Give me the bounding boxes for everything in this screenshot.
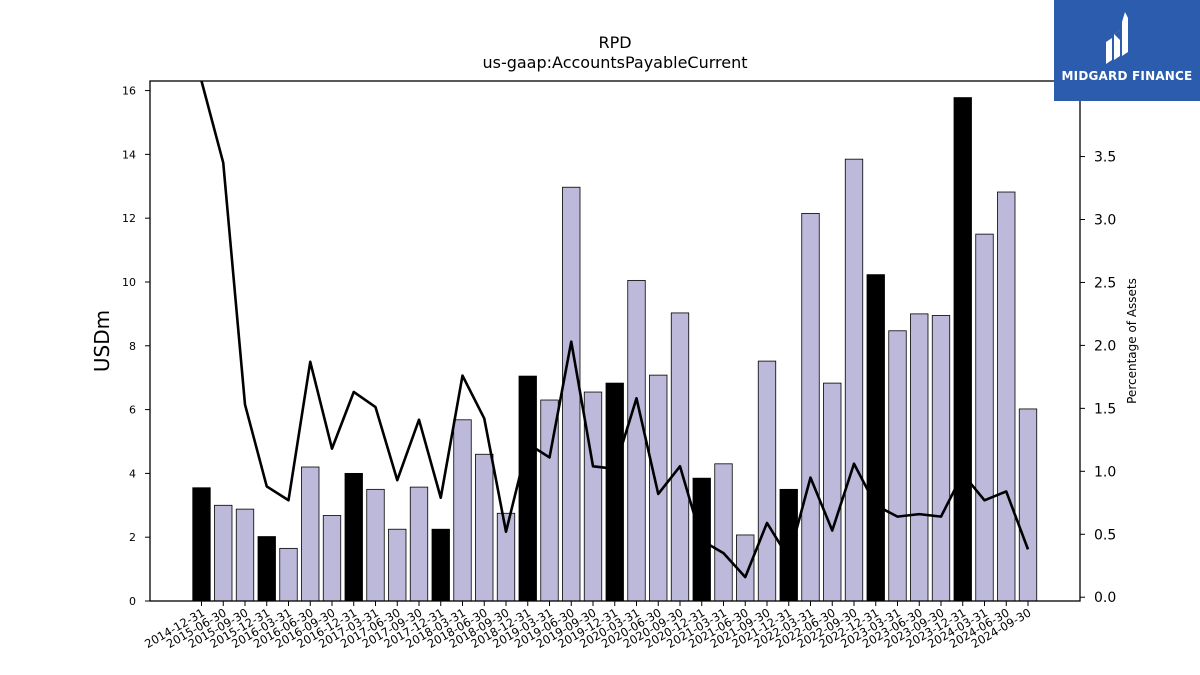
y2-tick-label: 0.0 xyxy=(1094,590,1116,606)
bar-2016-03-31 xyxy=(279,547,298,602)
bar-2014-12-31 xyxy=(192,487,211,602)
y-tick-label: 4 xyxy=(129,467,136,480)
bar-2022-09-30 xyxy=(844,158,864,602)
bar-2015-06-30 xyxy=(214,504,233,602)
bar-2016-06-30 xyxy=(301,466,320,602)
bar-2021-09-30 xyxy=(757,360,777,602)
bar-2024-09-30 xyxy=(1018,408,1038,602)
y2-tick-label: 2.0 xyxy=(1094,338,1116,354)
y-tick-label: 14 xyxy=(122,148,136,161)
logo-text: MIDGARD FINANCE xyxy=(1061,69,1193,83)
y2-tick-label: 3.0 xyxy=(1094,212,1116,228)
percentage-line xyxy=(200,80,1030,579)
chart-subtitle: us-gaap:AccountsPayableCurrent xyxy=(482,53,747,72)
y-axis-ticks: 0 2 4 6 8 10 12 14 16 xyxy=(122,85,150,608)
bar-2015-12-31 xyxy=(257,536,276,602)
bar-2021-03-31 xyxy=(714,463,733,602)
bar-2020-03-31 xyxy=(627,279,646,602)
bar-2019-06-30 xyxy=(562,186,581,602)
bar-2021-12-31 xyxy=(779,488,798,602)
y2-tick-label: 1.5 xyxy=(1094,401,1116,417)
chart-title: RPD xyxy=(598,33,631,52)
y2-tick-label: 2.5 xyxy=(1094,275,1116,291)
bar-2017-06-30 xyxy=(388,528,407,602)
y-tick-label: 10 xyxy=(122,276,136,289)
bar-2017-12-31 xyxy=(431,528,450,602)
y-tick-label: 0 xyxy=(129,595,136,608)
bar-2017-03-31 xyxy=(366,488,385,602)
y-tick-label: 12 xyxy=(122,212,136,225)
y-axis-label: USDm xyxy=(90,310,114,372)
bar-2018-06-30 xyxy=(475,453,494,602)
bar-2022-06-30 xyxy=(823,382,842,602)
y-tick-label: 6 xyxy=(129,404,136,417)
bar-2018-03-31 xyxy=(453,419,472,602)
logo-mark-icon xyxy=(1106,12,1128,64)
bar-2016-09-30 xyxy=(322,515,342,602)
bar-2019-12-31 xyxy=(605,382,624,602)
y2-axis-ticks: 0.0 0.5 1.0 1.5 2.0 2.5 3.0 3.5 xyxy=(1080,150,1116,606)
bar-2023-12-31 xyxy=(953,97,972,602)
y2-tick-label: 0.5 xyxy=(1094,527,1116,543)
line-series xyxy=(200,80,1030,579)
bar-2017-09-30 xyxy=(409,486,429,602)
bar-2018-12-31 xyxy=(518,375,537,602)
bar-2020-09-30 xyxy=(670,312,690,602)
bar-2022-12-31 xyxy=(866,274,885,602)
bar-series xyxy=(192,97,1038,602)
bar-2015-09-30 xyxy=(235,508,255,602)
bar-2023-03-31 xyxy=(888,330,907,602)
bar-2016-12-31 xyxy=(344,472,363,602)
bar-2024-06-30 xyxy=(997,191,1016,602)
y2-axis-label: Percentage of Assets xyxy=(1125,278,1139,404)
y-tick-label: 2 xyxy=(129,531,136,544)
bar-2022-03-31 xyxy=(801,212,820,602)
bar-2021-06-30 xyxy=(736,534,755,602)
bar-2019-09-30 xyxy=(583,391,603,602)
bar-2024-03-31 xyxy=(975,233,994,602)
bar-2023-09-30 xyxy=(931,315,951,602)
x-axis-ticks: 2014-12-312015-06-302015-09-302015-12-31… xyxy=(142,601,1034,651)
y2-tick-label: 1.0 xyxy=(1094,464,1116,480)
y-tick-label: 16 xyxy=(122,85,136,98)
y2-tick-label: 3.5 xyxy=(1094,150,1116,166)
brand-logo: MIDGARD FINANCE xyxy=(1054,0,1200,101)
bar-2023-06-30 xyxy=(910,313,929,602)
y-tick-label: 8 xyxy=(129,340,136,353)
